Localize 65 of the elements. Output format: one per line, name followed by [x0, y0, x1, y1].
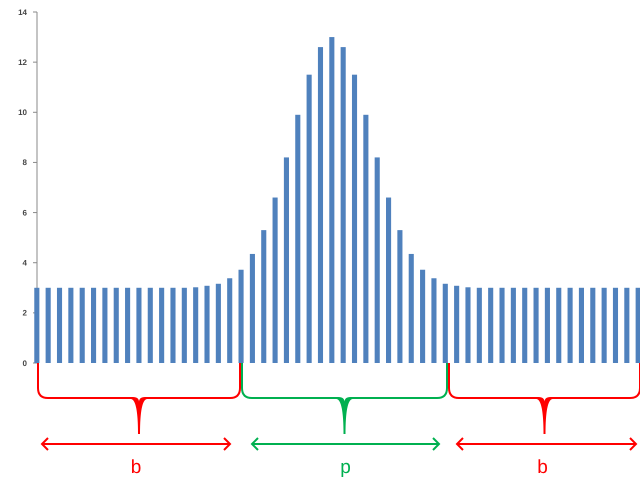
bar: [204, 286, 210, 363]
bar: [272, 198, 278, 363]
bar: [318, 47, 324, 363]
bar: [510, 288, 516, 363]
y-tick-label: 14: [18, 8, 28, 17]
bar: [556, 288, 562, 363]
bar: [442, 284, 448, 363]
bar: [91, 288, 96, 363]
bar: [420, 270, 426, 363]
bar: [136, 288, 142, 363]
bar: [159, 288, 164, 363]
bar: [80, 288, 85, 363]
bar: [408, 254, 414, 363]
bar: [34, 288, 40, 363]
y-tick-label: 4: [22, 258, 28, 268]
bar: [125, 288, 130, 363]
bar: [295, 114, 300, 363]
bar: [68, 288, 74, 363]
bar: [46, 288, 51, 363]
bar: [534, 288, 539, 363]
bar: [352, 74, 358, 363]
bar: [431, 278, 436, 363]
y-tick-label: 0: [22, 358, 28, 368]
bar: [612, 288, 618, 363]
bar: [182, 288, 187, 363]
bar: [261, 230, 266, 363]
y-tick-label: 6: [22, 208, 28, 218]
bar: [454, 286, 460, 363]
bar: [193, 287, 198, 363]
bar: [522, 288, 528, 363]
bar: [499, 288, 505, 363]
y-tick-label: 12: [18, 58, 28, 67]
bar: [374, 157, 380, 363]
bar: [363, 114, 368, 363]
bar: [284, 157, 289, 363]
bar: [250, 254, 255, 363]
bar: [148, 288, 153, 363]
bar: [602, 288, 607, 363]
text: b: [130, 457, 142, 477]
bar: [465, 287, 471, 363]
bar: [590, 288, 596, 363]
bar: [624, 288, 630, 363]
bar: [56, 288, 62, 363]
bar: [544, 288, 550, 363]
bar: [238, 270, 244, 363]
bar: [578, 288, 584, 363]
bar: [568, 288, 573, 363]
bar: [397, 230, 402, 363]
bar: [102, 288, 108, 363]
bar: [488, 288, 494, 363]
bar: [636, 288, 640, 363]
bar: [114, 288, 119, 363]
bar: [170, 288, 176, 363]
bar: [386, 198, 392, 363]
bar: [216, 284, 221, 363]
bar: [340, 47, 346, 363]
y-tick-label: 2: [22, 308, 28, 318]
bar: [227, 278, 232, 363]
bar: [306, 74, 312, 363]
bar: [476, 288, 482, 363]
y-tick-label: 10: [18, 108, 28, 118]
text: p: [340, 457, 351, 477]
bar: [329, 37, 334, 363]
text: b: [537, 457, 548, 477]
y-tick-label: 8: [22, 158, 28, 168]
